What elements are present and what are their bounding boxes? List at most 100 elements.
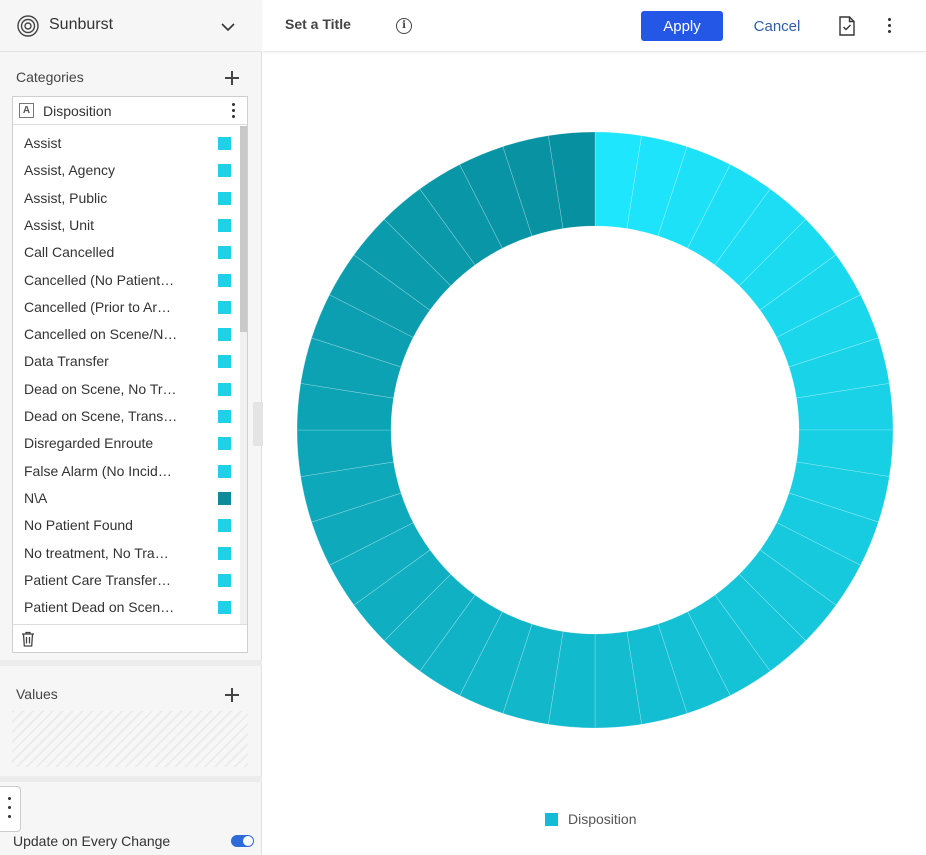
category-item[interactable]: Assist, Agency [13, 155, 239, 182]
donut-segment[interactable] [329, 254, 431, 338]
donut-chart[interactable] [263, 53, 926, 793]
donut-segment[interactable] [548, 631, 596, 729]
values-title: Values [16, 686, 58, 702]
donut-segment[interactable] [626, 623, 688, 725]
legend-swatch [545, 813, 558, 826]
donut-segment[interactable] [502, 623, 564, 725]
scrollbar-thumb[interactable] [240, 126, 247, 332]
category-color-swatch[interactable] [218, 273, 231, 287]
category-item-label: False Alarm (No Incid… [24, 462, 172, 479]
category-color-swatch[interactable] [218, 300, 231, 314]
donut-segment[interactable] [776, 492, 879, 566]
category-item[interactable]: False Alarm (No Incid… [13, 456, 239, 483]
category-color-swatch[interactable] [218, 437, 231, 451]
donut-segment[interactable] [714, 573, 807, 672]
scrollbar-track[interactable] [240, 126, 247, 624]
category-color-swatch[interactable] [218, 546, 231, 560]
category-item[interactable]: Cancelled on Scene/N… [13, 319, 239, 346]
donut-segment[interactable] [714, 188, 807, 287]
category-list[interactable]: Assist Assist, Agency Assist, Public Assist… [13, 126, 247, 624]
donut-segment[interactable] [459, 611, 533, 714]
section-divider [0, 660, 262, 666]
category-item[interactable]: Cancelled (No Patient… [13, 265, 239, 292]
donut-segment[interactable] [383, 188, 476, 287]
collapse-sidebar-handle[interactable] [253, 402, 263, 446]
cancel-button[interactable]: Cancel [750, 11, 804, 41]
donut-segment[interactable] [738, 218, 837, 311]
donut-segment[interactable] [311, 294, 414, 368]
category-color-swatch[interactable] [218, 382, 231, 396]
category-item-label: Data Transfer [24, 353, 109, 370]
donut-segment[interactable] [687, 594, 771, 696]
category-color-swatch[interactable] [218, 328, 231, 342]
category-color-swatch[interactable] [218, 601, 231, 615]
category-color-swatch[interactable] [218, 464, 231, 478]
category-item-label: Assist, Unit [24, 216, 95, 233]
toolbar-menu-icon[interactable] [888, 18, 892, 34]
donut-segment[interactable] [419, 594, 503, 696]
category-item[interactable]: Cancelled (Prior to Ar… [13, 292, 239, 319]
donut-segment[interactable] [788, 461, 890, 523]
category-item[interactable]: Dead on Scene, Trans… [13, 401, 239, 428]
category-item[interactable]: N\A [13, 483, 239, 510]
category-color-swatch[interactable] [218, 519, 231, 533]
category-item-label: No treatment, No Tra… [24, 544, 169, 561]
category-item[interactable]: Disregarded Enroute [13, 428, 239, 455]
category-color-swatch[interactable] [218, 491, 231, 505]
donut-segment[interactable] [594, 131, 642, 229]
update-on-change-label: Update on Every Change [13, 833, 171, 849]
category-color-swatch[interactable] [218, 355, 231, 369]
donut-segment[interactable] [626, 135, 688, 237]
donut-segment[interactable] [296, 383, 394, 431]
donut-segment[interactable] [548, 131, 596, 229]
category-color-swatch[interactable] [218, 191, 231, 205]
category-item[interactable]: Patient Care Transfer… [13, 565, 239, 592]
category-color-swatch[interactable] [218, 410, 231, 423]
visualization-type-select[interactable]: Sunburst [0, 0, 262, 52]
save-document-icon[interactable] [839, 16, 855, 36]
apply-button[interactable]: Apply [641, 11, 723, 41]
donut-segment[interactable] [300, 461, 402, 523]
category-color-swatch[interactable] [218, 137, 231, 150]
category-item[interactable]: No treatment, No Tra… [13, 538, 239, 565]
donut-segment[interactable] [796, 429, 894, 477]
trash-icon[interactable] [21, 631, 35, 647]
update-on-change-toggle[interactable] [231, 835, 254, 847]
donut-segment[interactable] [419, 164, 503, 266]
category-color-swatch[interactable] [218, 164, 231, 178]
category-color-swatch[interactable] [218, 218, 231, 232]
chart-area: Disposition [263, 53, 926, 855]
chevron-down-icon[interactable] [220, 19, 236, 35]
category-item[interactable]: Assist [13, 128, 239, 155]
category-item-label: Dead on Scene, Trans… [24, 408, 178, 424]
category-color-swatch[interactable] [218, 573, 231, 587]
donut-segment[interactable] [502, 135, 564, 237]
category-item[interactable]: Call Cancelled [13, 237, 239, 264]
donut-segment[interactable] [383, 573, 476, 672]
category-item-label: N\A [24, 489, 48, 506]
category-item[interactable]: Assist, Unit [13, 210, 239, 237]
categories-title: Categories [16, 69, 84, 85]
category-item[interactable]: Data Transfer [13, 346, 239, 373]
category-item[interactable]: Dead on Scene, No Tr… [13, 374, 239, 401]
add-category-icon[interactable] [225, 71, 239, 85]
more-options-tab[interactable] [0, 786, 21, 832]
add-value-icon[interactable] [225, 688, 239, 702]
info-icon[interactable]: i [396, 18, 412, 34]
donut-segment[interactable] [788, 337, 890, 399]
category-color-swatch[interactable] [218, 246, 231, 260]
donut-segment[interactable] [657, 146, 731, 249]
donut-segment[interactable] [353, 549, 452, 642]
chart-toolbar: Set a Title i Apply Cancel [263, 0, 926, 52]
donut-segment[interactable] [687, 164, 771, 266]
chart-title-input[interactable]: Set a Title [285, 16, 351, 32]
category-item[interactable]: No Patient Found [13, 510, 239, 537]
field-menu-icon[interactable] [232, 103, 236, 119]
donut-segment[interactable] [329, 522, 431, 606]
donut-segment[interactable] [759, 522, 861, 606]
category-item[interactable]: Assist, Public [13, 183, 239, 210]
category-item[interactable]: Patient Dead on Scen… [13, 592, 239, 619]
values-drop-zone[interactable] [12, 711, 248, 767]
donut-segment[interactable] [759, 254, 861, 338]
donut-segment[interactable] [300, 337, 402, 399]
